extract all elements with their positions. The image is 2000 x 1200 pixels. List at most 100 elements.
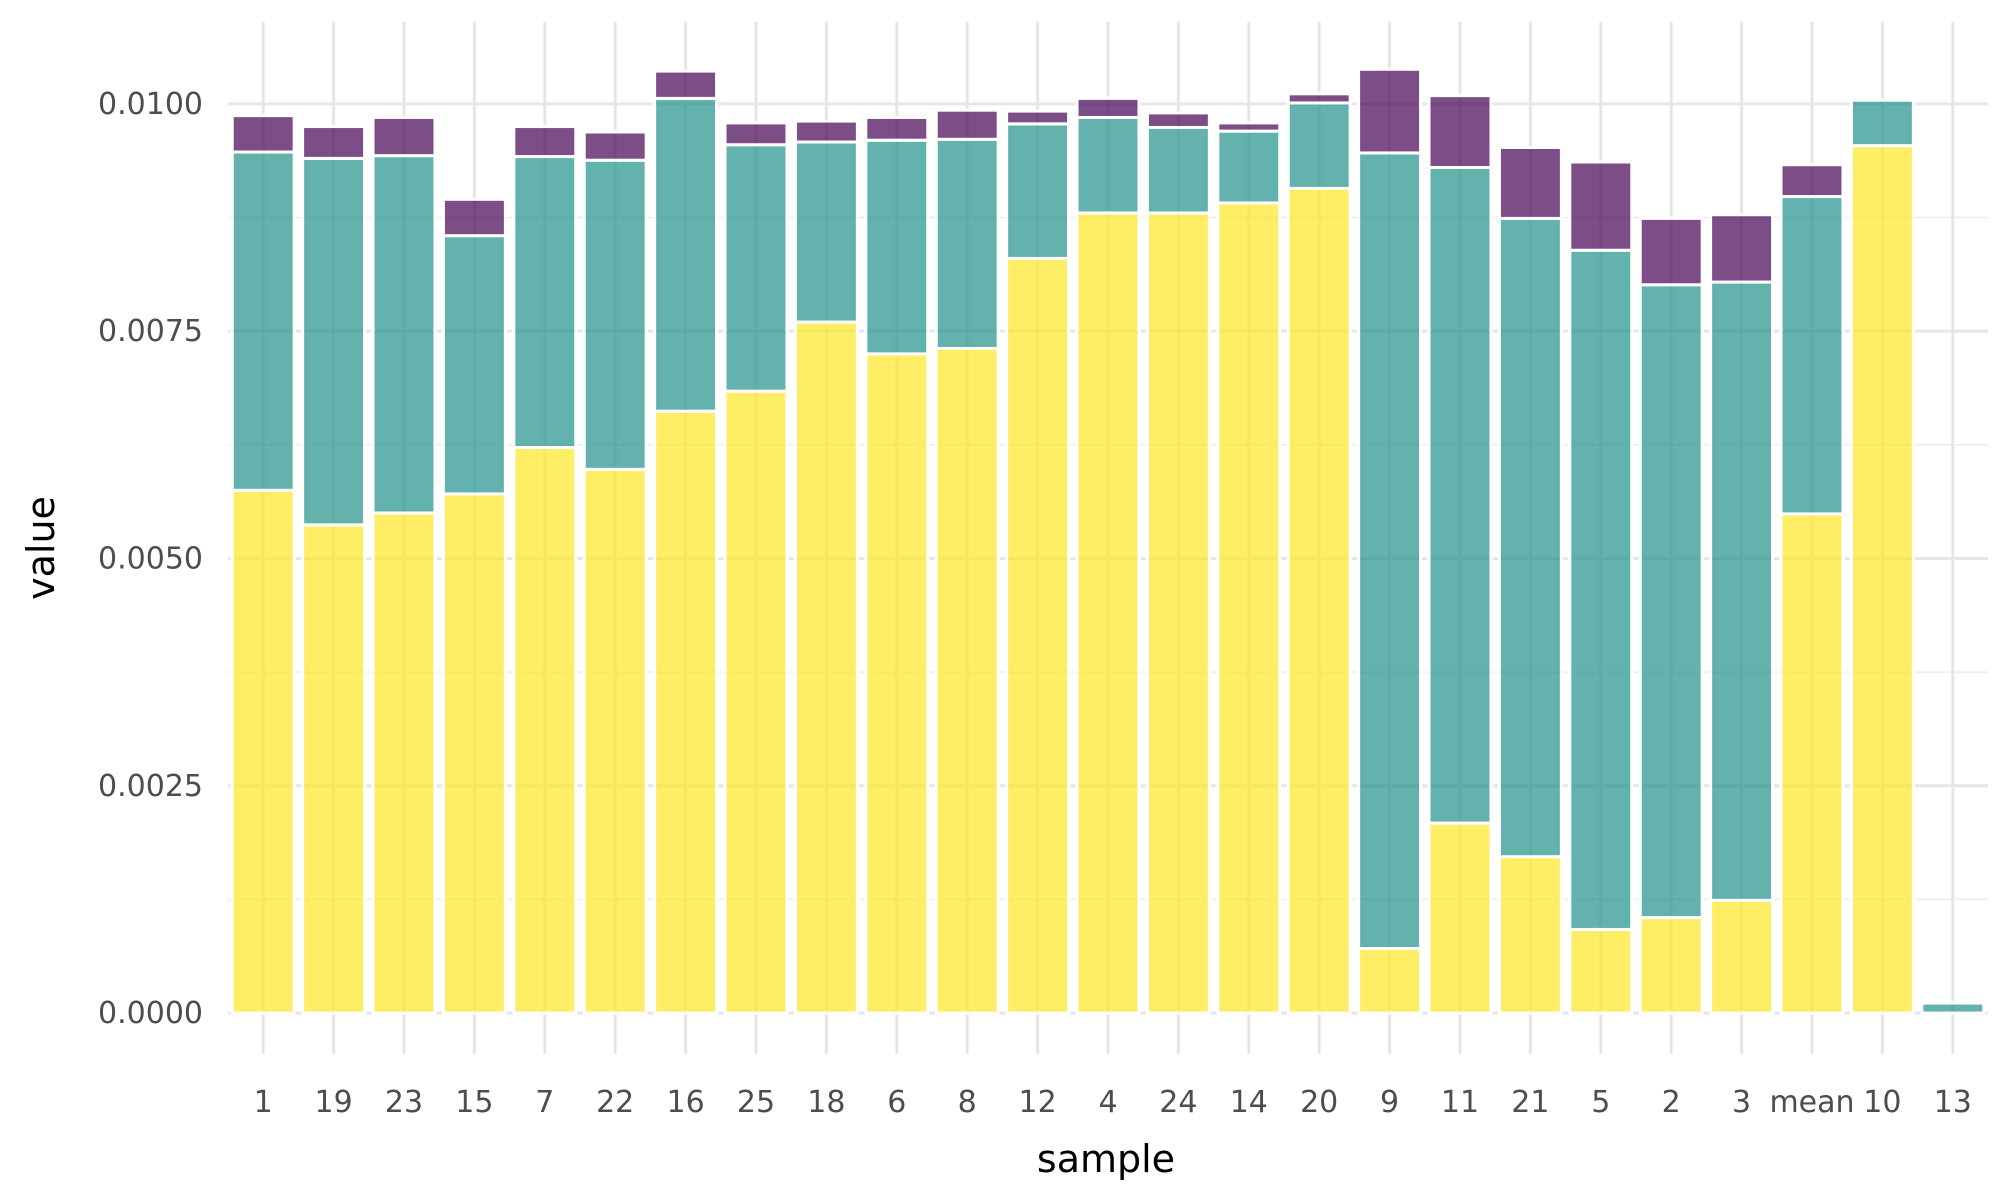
bar-yellow-mean: [1779, 512, 1845, 1015]
bar-teal-7: [512, 155, 578, 450]
bar-yellow-5: [1568, 927, 1634, 1015]
bar-purple-16: [653, 69, 719, 100]
bar-yellow-25: [723, 389, 789, 1015]
y-tick-label: 0.0100: [98, 87, 203, 122]
bar-teal-5: [1568, 248, 1634, 931]
bar-teal-11: [1427, 165, 1493, 825]
x-tick-label: 15: [455, 1085, 493, 1120]
bar-yellow-14: [1216, 201, 1282, 1015]
bar-purple-3: [1709, 213, 1775, 284]
bar-purple-5: [1568, 160, 1634, 252]
bar-yellow-10: [1849, 144, 1915, 1015]
y-tick-label: 0.0075: [98, 314, 203, 349]
bar-yellow-20: [1286, 186, 1352, 1015]
bar-purple-21: [1497, 145, 1563, 220]
x-tick-label: 2: [1662, 1085, 1681, 1120]
bar-yellow-22: [582, 467, 648, 1015]
bar-teal-18: [793, 140, 859, 324]
bar-purple-19: [301, 125, 367, 160]
bar-teal-22: [582, 158, 648, 471]
bar-teal-13: [1920, 1001, 1986, 1015]
bar-teal-1: [230, 150, 296, 492]
x-tick-label: 13: [1934, 1085, 1972, 1120]
x-tick-label: 23: [385, 1085, 423, 1120]
bar-yellow-4: [1075, 211, 1141, 1015]
bar-teal-15: [441, 234, 507, 496]
bar-yellow-12: [1005, 256, 1071, 1015]
bar-purple-12: [1005, 109, 1071, 126]
x-tick-label: 19: [315, 1085, 353, 1120]
x-tick-label: 16: [667, 1085, 705, 1120]
bar-purple-20: [1286, 92, 1352, 105]
bar-teal-12: [1005, 122, 1071, 260]
bar-yellow-24: [1145, 211, 1211, 1015]
y-tick-label: 0.0050: [98, 541, 203, 576]
bar-teal-9: [1357, 151, 1423, 951]
x-tick-label: 6: [887, 1085, 906, 1120]
x-tick-label: mean: [1769, 1085, 1854, 1120]
bar-yellow-21: [1497, 855, 1563, 1015]
bar-teal-8: [934, 137, 1000, 350]
x-tick-label: 1: [254, 1085, 273, 1120]
x-axis-ticks: 1 19 23 15 7 22 16 25 18 6 8 12 4 24 14 20 9 11 21 5 2 3 mean 1…: [254, 1085, 1972, 1120]
bar-purple-4: [1075, 96, 1141, 119]
bar-yellow-2: [1638, 916, 1704, 1015]
bar-yellow-11: [1427, 821, 1493, 1015]
bar-purple-25: [723, 121, 789, 147]
bar-purple-24: [1145, 111, 1211, 129]
bar-purple-11: [1427, 94, 1493, 169]
x-tick-label: 24: [1159, 1085, 1197, 1120]
bar-teal-3: [1709, 280, 1775, 902]
x-tick-label: 7: [535, 1085, 554, 1120]
bar-yellow-3: [1709, 898, 1775, 1015]
x-tick-label: 18: [807, 1085, 845, 1120]
x-tick-label: 21: [1511, 1085, 1549, 1120]
bar-yellow-16: [653, 409, 719, 1015]
bar-purple-2: [1638, 216, 1704, 287]
bar-yellow-19: [301, 523, 367, 1015]
bar-teal-20: [1286, 101, 1352, 190]
bar-teal-24: [1145, 125, 1211, 215]
bar-teal-23: [371, 154, 437, 515]
y-tick-label: 0.0000: [98, 996, 203, 1031]
bar-teal-14: [1216, 129, 1282, 205]
x-tick-label: 12: [1019, 1085, 1057, 1120]
x-tick-label: 3: [1732, 1085, 1751, 1120]
x-tick-label: 4: [1098, 1085, 1117, 1120]
bar-teal-mean: [1779, 195, 1845, 516]
bar-purple-9: [1357, 67, 1423, 155]
bar-teal-25: [723, 143, 789, 393]
bar-yellow-15: [441, 492, 507, 1015]
x-tick-label: 8: [958, 1085, 977, 1120]
bar-teal-4: [1075, 115, 1141, 215]
bar-teal-21: [1497, 216, 1563, 859]
bar-yellow-6: [864, 352, 930, 1015]
bar-teal-6: [864, 138, 930, 356]
bar-yellow-9: [1357, 947, 1423, 1015]
x-tick-label: 11: [1441, 1085, 1479, 1120]
x-tick-label: 14: [1230, 1085, 1268, 1120]
y-axis-title: value: [19, 496, 63, 600]
bars: [230, 67, 1986, 1015]
bar-yellow-7: [512, 446, 578, 1015]
bar-purple-mean: [1779, 163, 1845, 199]
bar-yellow-18: [793, 320, 859, 1015]
bar-teal-16: [653, 96, 719, 413]
bar-purple-14: [1216, 121, 1282, 133]
y-tick-label: 0.0025: [98, 769, 203, 804]
bar-yellow-8: [934, 346, 1000, 1015]
x-axis-title: sample: [1037, 1137, 1175, 1181]
bar-purple-18: [793, 119, 859, 144]
y-axis-ticks: 0.0000 0.0025 0.0050 0.0075 0.0100: [98, 87, 203, 1031]
x-tick-label: 10: [1863, 1085, 1901, 1120]
bar-yellow-23: [371, 511, 437, 1015]
bar-teal-10: [1849, 98, 1915, 148]
bar-purple-7: [512, 125, 578, 159]
x-tick-label: 9: [1380, 1085, 1399, 1120]
bar-purple-23: [371, 115, 437, 158]
bar-purple-22: [582, 130, 648, 162]
bar-teal-19: [301, 156, 367, 527]
bar-purple-1: [230, 114, 296, 154]
x-tick-label: 25: [737, 1085, 775, 1120]
